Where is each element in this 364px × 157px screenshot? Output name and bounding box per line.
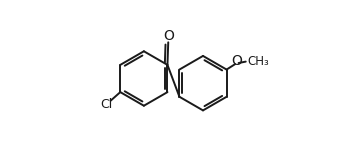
Text: O: O xyxy=(163,29,174,43)
Text: Cl: Cl xyxy=(100,98,113,111)
Text: CH₃: CH₃ xyxy=(247,55,269,68)
Text: O: O xyxy=(232,54,242,68)
